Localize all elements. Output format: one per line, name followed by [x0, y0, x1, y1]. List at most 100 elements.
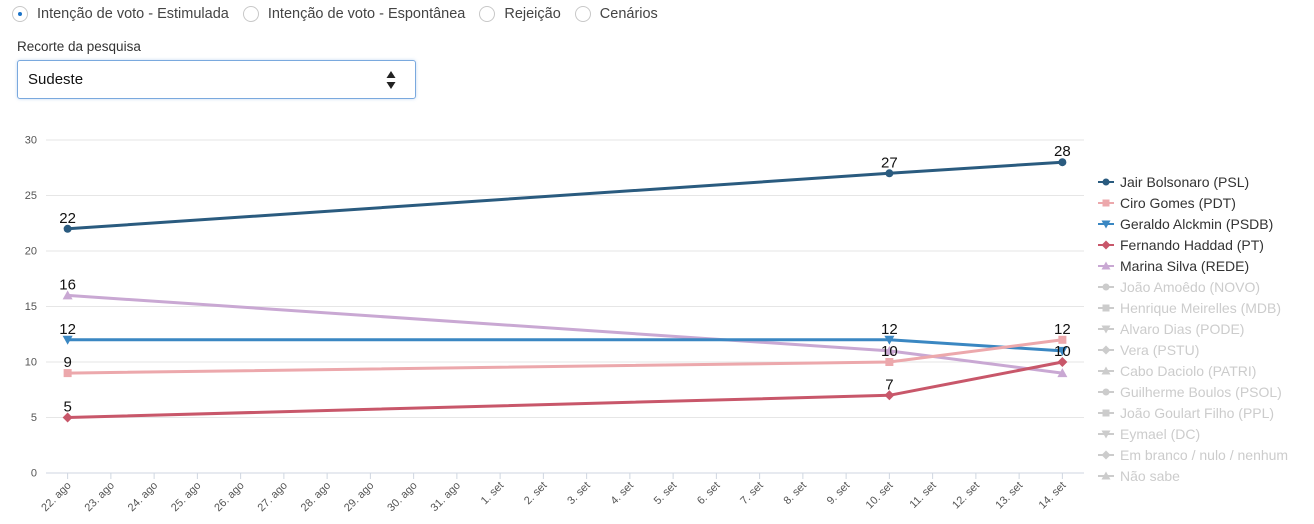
radio-option-2[interactable]: Rejeição	[479, 6, 561, 22]
region-select-value: Sudeste	[28, 71, 84, 88]
data-point	[884, 335, 895, 345]
x-tick-label: 3. set	[565, 480, 593, 508]
poll-type-radio-group: Intenção de voto - Estimulada Intenção de…	[12, 4, 672, 24]
legend-item-label[interactable]: Ciro Gomes (PDT)	[1120, 195, 1236, 211]
x-tick-label: 8. set	[781, 480, 809, 508]
legend-item-label[interactable]: Jair Bolsonaro (PSL)	[1120, 174, 1249, 190]
data-point	[884, 390, 895, 401]
data-label: 10	[1054, 343, 1071, 360]
x-tick-label: 1. set	[479, 480, 507, 508]
radio-unchecked-icon[interactable]	[479, 6, 496, 22]
legend-item-label[interactable]: João Goulart Filho (PPL)	[1120, 405, 1274, 421]
x-tick-label: 31. ago	[429, 480, 463, 514]
radio-option-label: Rejeição	[504, 6, 561, 22]
y-tick-label: 15	[25, 301, 37, 313]
data-point	[1102, 304, 1110, 312]
data-label: 28	[1054, 143, 1071, 160]
x-tick-label: 7. set	[738, 480, 766, 508]
x-tick-label: 6. set	[695, 480, 723, 508]
x-tick-label: 5. set	[652, 480, 680, 508]
data-point	[62, 335, 73, 345]
x-tick-label: 11. set	[907, 480, 938, 511]
x-tick-label: 23. ago	[83, 480, 117, 514]
radio-unchecked-icon[interactable]	[574, 6, 591, 22]
legend-item-label[interactable]: Eymael (DC)	[1120, 426, 1200, 442]
series-line	[67, 338, 1063, 375]
data-point	[1058, 158, 1067, 167]
x-tick-label: 14. set	[1037, 480, 1069, 512]
data-label: 5	[63, 399, 71, 416]
series-line	[67, 293, 1063, 375]
x-tick-label: 24. ago	[126, 480, 160, 514]
data-point	[884, 345, 895, 355]
data-label: 12	[59, 321, 76, 338]
radio-option-label: Cenários	[599, 6, 658, 22]
data-point	[1101, 471, 1111, 480]
x-tick-label: 26. ago	[212, 480, 246, 514]
series-line	[67, 338, 1063, 353]
data-point	[1101, 345, 1111, 355]
data-point	[1101, 220, 1111, 229]
legend-item-label[interactable]: Vera (PSTU)	[1120, 342, 1199, 358]
y-tick-label: 5	[31, 412, 37, 424]
data-point	[885, 169, 894, 178]
data-label: 22	[59, 210, 76, 227]
x-tick-label: 2. set	[522, 480, 550, 508]
radio-option-1[interactable]: Intenção de voto - Espontânea	[242, 6, 466, 22]
data-point	[1057, 346, 1068, 356]
x-tick-label: 12. set	[950, 480, 982, 512]
data-point	[1102, 283, 1110, 291]
data-point	[1101, 430, 1111, 439]
data-label: 7	[885, 376, 893, 393]
legend-item-label[interactable]: João Amoêdo (NOVO)	[1120, 279, 1260, 295]
y-tick-label: 25	[25, 190, 37, 202]
x-tick-label: 30. ago	[385, 480, 419, 514]
data-label: 12	[1054, 321, 1071, 338]
data-point	[1102, 409, 1110, 417]
data-point	[1101, 240, 1111, 250]
data-point	[62, 290, 73, 300]
legend-item-label[interactable]: Geraldo Alckmin (PSDB)	[1120, 216, 1273, 232]
data-point	[1101, 325, 1111, 334]
legend-item-label[interactable]: Marina Silva (REDE)	[1120, 258, 1249, 274]
x-tick-label: 22. ago	[39, 480, 73, 514]
x-tick-label: 13. set	[993, 480, 1025, 512]
radio-option-label: Intenção de voto - Estimulada	[37, 6, 229, 22]
radio-option-0[interactable]: Intenção de voto - Estimulada	[12, 6, 229, 22]
x-tick-label: 29. ago	[342, 480, 376, 514]
legend-item-label[interactable]: Em branco / nulo / nenhum	[1120, 447, 1288, 463]
data-point	[1102, 388, 1110, 396]
data-label: 16	[59, 276, 76, 293]
data-point	[1057, 357, 1068, 367]
radio-option-label: Intenção de voto - Espontânea	[267, 6, 466, 22]
data-label: 10	[881, 343, 898, 360]
legend-item-label[interactable]: Cabo Daciolo (PATRI)	[1120, 363, 1256, 379]
data-label: 27	[881, 154, 898, 171]
data-label: 12	[881, 321, 898, 338]
vote-intention-chart: 0 5 10 15 20 25 30 22. ago 23. ago 24. ago 25. ago…	[25, 135, 1288, 515]
data-point	[1101, 450, 1111, 460]
y-tick-label: 30	[25, 135, 37, 147]
radio-checked-icon[interactable]	[12, 6, 28, 22]
x-tick-label: 4. set	[608, 480, 636, 508]
y-tick-label: 10	[25, 357, 37, 369]
legend-item-label[interactable]: Henrique Meirelles (MDB)	[1120, 300, 1281, 316]
x-tick-label: 9. set	[825, 480, 853, 508]
select-arrows-icon	[386, 71, 396, 89]
filter-label: Recorte da pesquisa	[17, 39, 141, 54]
x-tick-label: 25. ago	[169, 480, 203, 514]
radio-option-3[interactable]: Cenários	[574, 6, 658, 22]
legend-item-label[interactable]: Fernando Haddad (PT)	[1120, 237, 1264, 253]
x-tick-label: 28. ago	[299, 480, 333, 514]
legend-item-label[interactable]: Guilherme Boulos (PSOL)	[1120, 384, 1282, 400]
radio-unchecked-icon[interactable]	[242, 6, 259, 22]
x-tick-label: 10. set	[864, 480, 896, 512]
data-point	[1057, 368, 1068, 378]
y-tick-label: 0	[31, 468, 37, 480]
legend-item-label[interactable]: Não sabe	[1120, 468, 1180, 484]
data-point	[1101, 261, 1111, 270]
x-tick-label: 27. ago	[256, 480, 290, 514]
legend-item-label[interactable]: Alvaro Dias (PODE)	[1120, 321, 1244, 337]
data-point	[63, 224, 72, 233]
region-select[interactable]: Sudeste	[17, 60, 416, 99]
